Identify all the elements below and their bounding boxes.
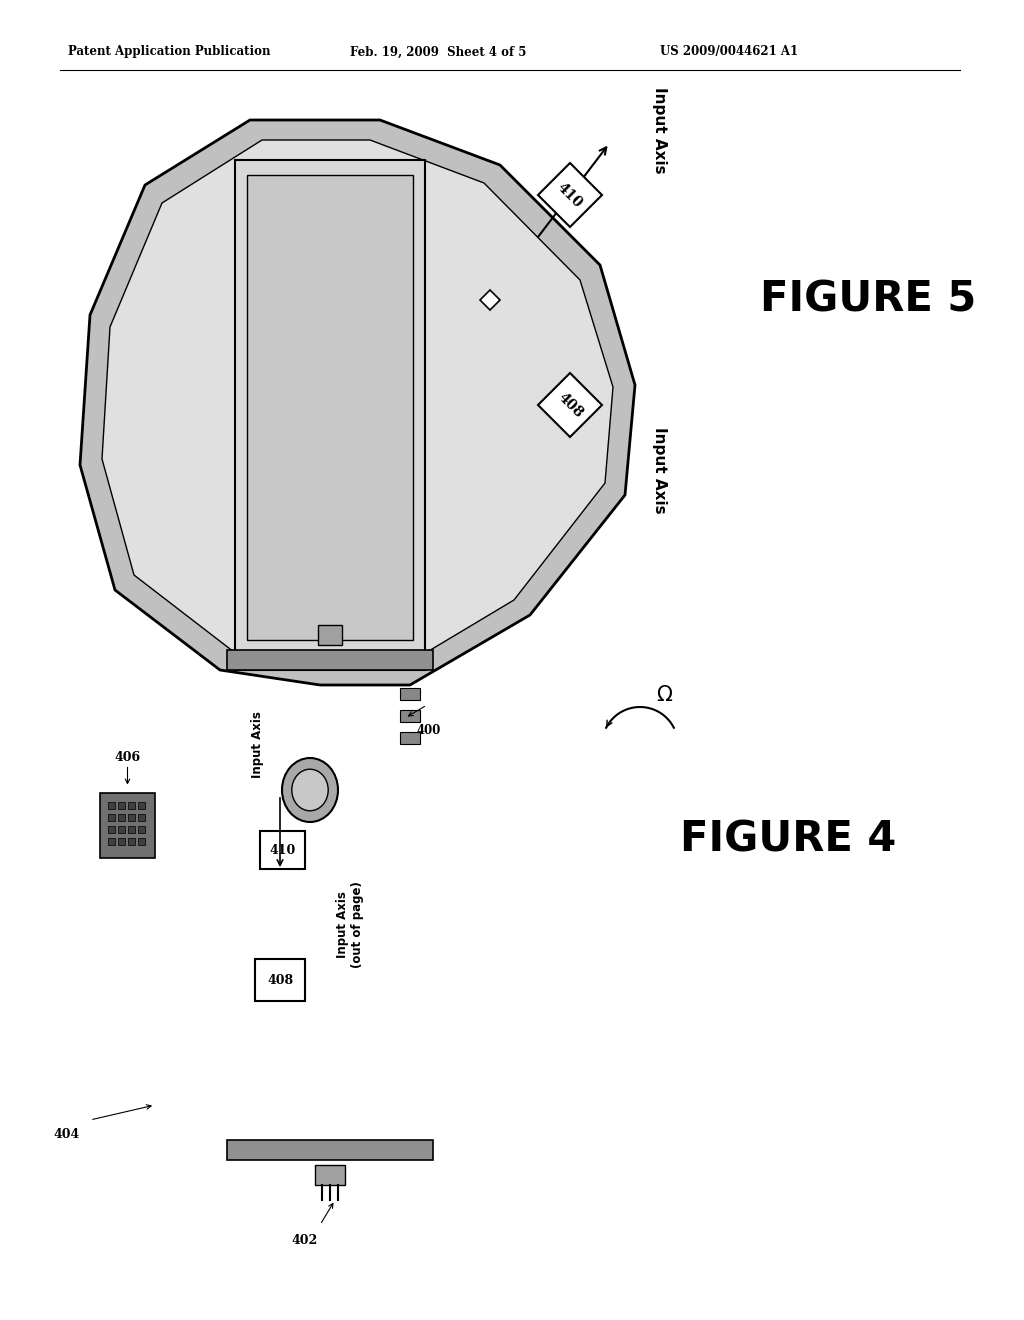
Polygon shape [247,176,413,640]
Text: Spin Axis: Spin Axis [215,260,230,339]
Bar [227,1140,433,1160]
Bar [400,688,420,700]
Text: FIGURE 4: FIGURE 4 [680,818,896,861]
Text: 406: 406 [115,751,140,764]
Bar [138,801,145,808]
Bar [118,813,125,821]
Bar [108,837,115,845]
Bar [108,825,115,833]
Ellipse shape [292,770,329,810]
Text: 410: 410 [555,180,586,210]
Text: 402: 402 [292,1233,318,1246]
Bar [128,837,135,845]
Text: Input Axis: Input Axis [251,711,263,779]
Text: US 2009/0044621 A1: US 2009/0044621 A1 [660,45,798,58]
Text: $\Omega$: $\Omega$ [656,685,674,705]
Bar [138,837,145,845]
Bar [318,624,342,645]
Bar [118,825,125,833]
Bar [118,801,125,808]
Bar [255,960,305,1001]
Text: Input Axis
(out of page): Input Axis (out of page) [336,882,364,969]
Text: 410: 410 [269,843,296,857]
Polygon shape [538,162,602,227]
Bar [315,1166,345,1185]
Bar [128,825,135,833]
Text: 408: 408 [555,389,585,420]
Bar [128,801,135,808]
Polygon shape [234,160,425,671]
Text: 400: 400 [417,723,441,737]
Bar [118,837,125,845]
Text: FIGURE 5: FIGURE 5 [760,279,976,321]
Bar [108,813,115,821]
Bar [108,801,115,808]
Text: Input Axis: Input Axis [652,426,668,513]
Text: Patent Application Publication: Patent Application Publication [68,45,270,58]
Text: Feb. 19, 2009  Sheet 4 of 5: Feb. 19, 2009 Sheet 4 of 5 [350,45,526,58]
Bar [400,733,420,744]
Text: Input Axis: Input Axis [652,87,668,173]
Bar [227,649,433,671]
Bar [400,710,420,722]
Bar [100,792,155,858]
Text: 404: 404 [53,1129,80,1142]
Bar [138,825,145,833]
Bar [260,832,305,869]
Text: 408: 408 [267,974,293,986]
Polygon shape [80,120,635,685]
Polygon shape [102,140,613,667]
Polygon shape [480,290,500,310]
Ellipse shape [282,758,338,822]
Bar [128,813,135,821]
Polygon shape [538,374,602,437]
Bar [138,813,145,821]
